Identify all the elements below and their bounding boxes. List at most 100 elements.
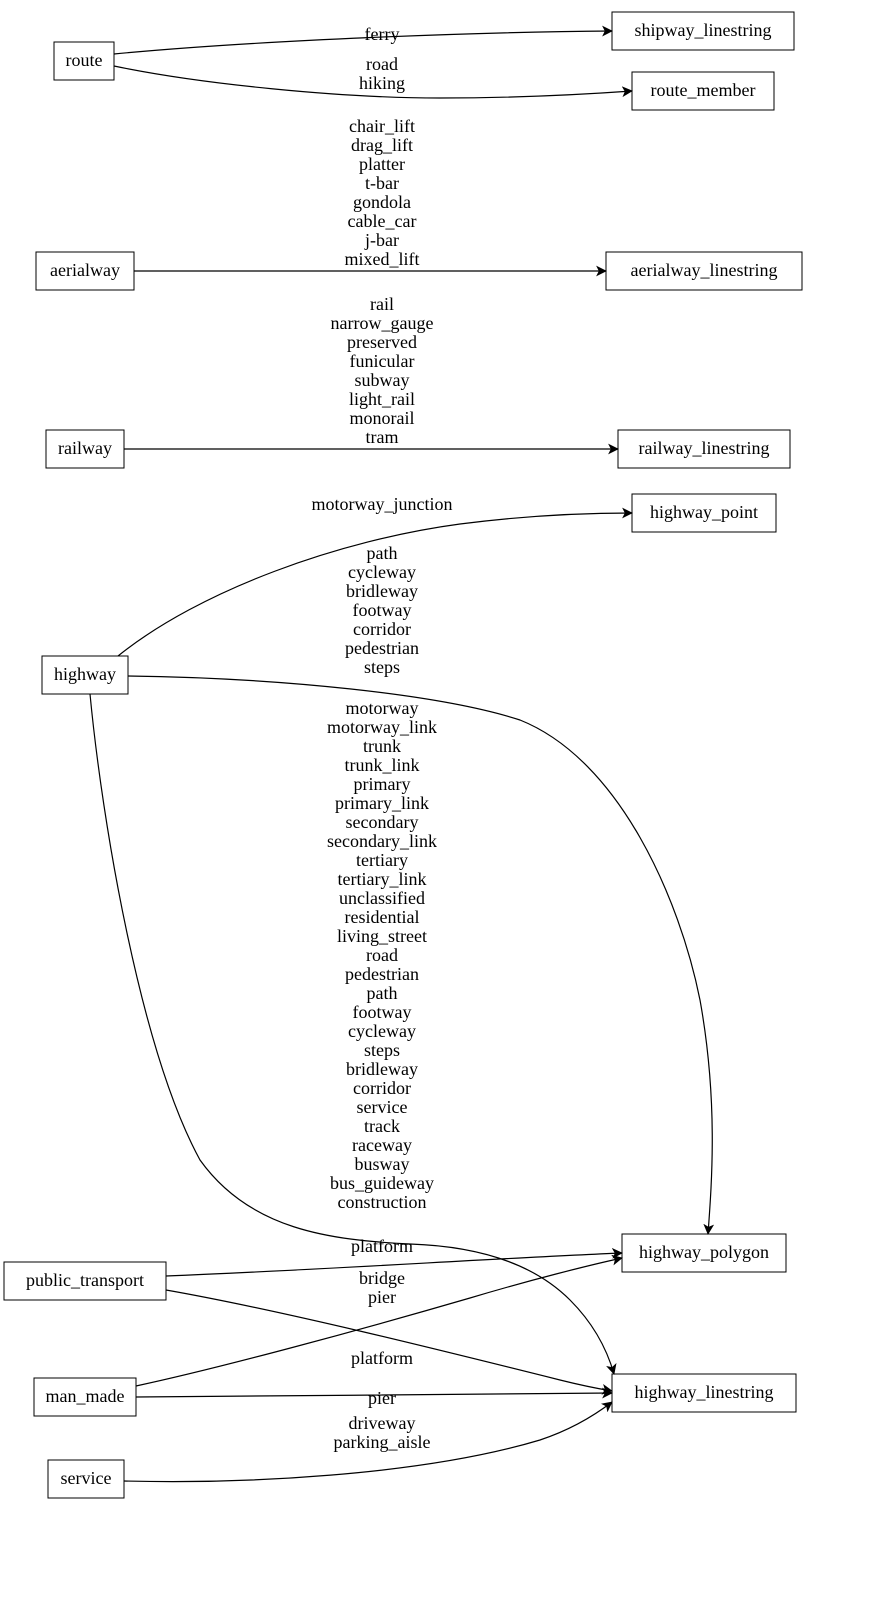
edge-label: road [366,945,398,965]
edge-label: cable_car [348,211,417,231]
edge-label: motorway [346,698,419,718]
edge-route-route_member: roadhiking [114,54,632,98]
node-label: public_transport [26,1270,144,1290]
node-public_transport: public_transport [4,1262,166,1300]
edge-label: tertiary_link [338,869,427,889]
edge-label: path [367,543,398,563]
node-label: railway [58,438,112,458]
node-label: service [61,1468,112,1488]
edge-label: unclassified [339,888,425,908]
edge-label: gondola [353,192,411,212]
edge-label: light_rail [349,389,415,409]
edge-label: drag_lift [351,135,413,155]
node-label: aerialway [50,260,120,280]
edge-label: chair_lift [349,116,415,136]
edge-label: pedestrian [345,964,419,984]
node-highway_linestring: highway_linestring [612,1374,796,1412]
edge-route-shipway_linestring: ferry [114,24,612,54]
edge-label: trunk_link [345,755,420,775]
node-label: highway [54,664,116,684]
edge-label: pier [368,1388,396,1408]
node-railway_linestring: railway_linestring [618,430,790,468]
edge-service-highway_linestring: drivewayparking_aisle [124,1402,612,1482]
edge-railway-railway_linestring: railnarrow_gaugepreservedfunicularsubway… [124,294,618,449]
edge-label: path [367,983,398,1003]
node-label: highway_polygon [639,1242,769,1262]
node-man_made: man_made [34,1378,136,1416]
graph-diagram: ferryroadhikingchair_liftdrag_liftplatte… [0,0,873,1619]
edge-label: residential [345,907,420,927]
node-highway: highway [42,656,128,694]
edge-label: service [357,1097,408,1117]
edge-label: raceway [352,1135,412,1155]
edge-label: steps [364,657,400,677]
edge-label: cycleway [348,562,416,582]
edge-label: track [364,1116,400,1136]
edge-label: bridleway [346,581,418,601]
edge-label: narrow_gauge [331,313,434,333]
node-highway_point: highway_point [632,494,776,532]
edge-line [128,676,712,1234]
edge-label: mixed_lift [345,249,420,269]
edge-label: motorway_junction [312,494,453,514]
node-label: man_made [46,1386,125,1406]
node-label: highway_linestring [635,1382,774,1402]
edge-label: road [366,54,398,74]
edge-label: subway [355,370,410,390]
node-label: highway_point [650,502,758,522]
edge-label: primary_link [335,793,429,813]
edge-man_made-highway_linestring: pier [136,1388,612,1408]
edge-label: corridor [353,1078,411,1098]
node-label: aerialway_linestring [631,260,778,280]
edge-label: driveway [349,1413,416,1433]
edge-label: platter [359,154,405,174]
node-route_member: route_member [632,72,774,110]
edge-label: footway [353,600,412,620]
edge-label: rail [370,294,394,314]
edge-label: steps [364,1040,400,1060]
node-shipway_linestring: shipway_linestring [612,12,794,50]
edge-label: tram [366,427,399,447]
edge-label: busway [355,1154,410,1174]
edge-label: hiking [359,73,405,93]
edge-label: ferry [365,24,400,44]
node-route: route [54,42,114,80]
edge-label: pedestrian [345,638,419,658]
node-service: service [48,1460,124,1498]
node-highway_polygon: highway_polygon [622,1234,786,1272]
edge-highway-highway_linestring: motorwaymotorway_linktrunktrunk_linkprim… [90,694,614,1374]
edge-line [114,31,612,54]
edge-label: trunk [363,736,401,756]
edges-layer: ferryroadhikingchair_liftdrag_liftplatte… [90,24,712,1481]
edge-label: pier [368,1287,396,1307]
edge-aerialway-aerialway_linestring: chair_liftdrag_liftplattert-bargondolaca… [134,116,606,271]
node-label: route_member [651,80,756,100]
edge-label: primary [354,774,411,794]
edge-label: monorail [350,408,415,428]
edge-label: bus_guideway [330,1173,434,1193]
edge-label: secondary [346,812,419,832]
edge-label: funicular [350,351,415,371]
edge-label: bridleway [346,1059,418,1079]
edge-label: bridge [359,1268,405,1288]
edge-label: preserved [347,332,417,352]
edge-label: living_street [337,926,427,946]
node-aerialway: aerialway [36,252,134,290]
edge-label: footway [353,1002,412,1022]
node-label: shipway_linestring [635,20,772,40]
edge-label: j-bar [364,230,399,250]
edge-label: corridor [353,619,411,639]
edge-label: tertiary [356,850,408,870]
edge-label: secondary_link [327,831,437,851]
edge-label: construction [338,1192,427,1212]
edge-label: platform [351,1236,413,1256]
node-label: route [66,50,103,70]
edge-label: parking_aisle [334,1432,431,1452]
edge-label: t-bar [365,173,399,193]
node-railway: railway [46,430,124,468]
node-label: railway_linestring [639,438,770,458]
node-aerialway_linestring: aerialway_linestring [606,252,802,290]
edge-label: platform [351,1348,413,1368]
edge-label: motorway_link [327,717,437,737]
edge-label: cycleway [348,1021,416,1041]
